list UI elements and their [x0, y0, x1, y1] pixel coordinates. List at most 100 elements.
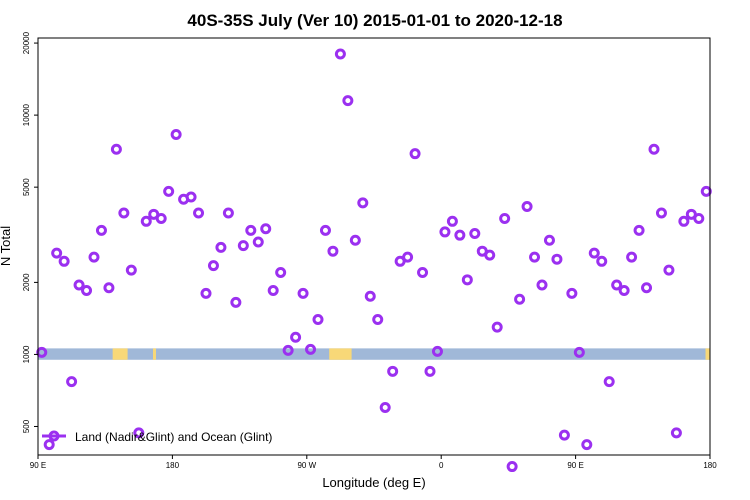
- y-tick-label: 1000: [22, 345, 31, 363]
- data-point: [484, 249, 496, 261]
- data-point: [588, 247, 600, 259]
- data-point: [573, 346, 585, 358]
- data-point: [66, 376, 78, 388]
- data-point: [237, 240, 249, 252]
- data-point: [222, 207, 234, 219]
- land-segment: [705, 348, 710, 360]
- data-point: [245, 224, 257, 236]
- legend-marker: [48, 430, 60, 442]
- data-point: [678, 215, 690, 227]
- data-point: [163, 185, 175, 197]
- y-tick-label: 20000: [22, 31, 31, 54]
- data-point: [379, 402, 391, 414]
- plot-frame: [37, 37, 711, 456]
- data-point: [312, 313, 324, 325]
- data-point: [110, 143, 122, 155]
- data-point: [230, 296, 242, 308]
- data-point: [252, 236, 264, 248]
- data-point: [431, 345, 443, 357]
- data-point: [260, 223, 272, 235]
- x-axis-label: Longitude (deg E): [322, 475, 425, 490]
- x-axis: 90 E 180 90 W 0 90 E 180: [30, 455, 717, 470]
- data-point: [95, 224, 107, 236]
- data-point: [536, 279, 548, 291]
- data-point: [514, 293, 526, 305]
- y-tick-label: 2000: [22, 273, 31, 291]
- data-point: [185, 191, 197, 203]
- data-point: [491, 321, 503, 333]
- data-point: [461, 274, 473, 286]
- data-point: [633, 224, 645, 236]
- data-point: [618, 284, 630, 296]
- ocean-band: [38, 348, 710, 360]
- data-point: [118, 207, 130, 219]
- data-point: [215, 241, 227, 253]
- data-point: [387, 365, 399, 377]
- data-point: [596, 255, 608, 267]
- data-point: [282, 344, 294, 356]
- x-tick-label: 180: [703, 461, 717, 470]
- data-point: [693, 212, 705, 224]
- x-tick-label: 0: [439, 461, 444, 470]
- data-point: [566, 287, 578, 299]
- x-tick-label: 90 E: [30, 461, 46, 470]
- data-point: [364, 290, 376, 302]
- data-point: [558, 429, 570, 441]
- data-point: [73, 279, 85, 291]
- x-tick-label: 90 W: [297, 461, 316, 470]
- data-point: [290, 331, 302, 343]
- data-point: [611, 279, 623, 291]
- data-point: [372, 313, 384, 325]
- data-point: [334, 48, 346, 60]
- data-point: [641, 282, 653, 294]
- land-segment: [152, 348, 156, 360]
- data-point: [319, 224, 331, 236]
- data-point: [506, 461, 518, 473]
- data-point: [499, 212, 511, 224]
- data-point: [297, 287, 309, 299]
- data-point: [133, 427, 145, 439]
- data-point: [275, 266, 287, 278]
- data-point: [521, 201, 533, 213]
- data-point: [409, 148, 421, 160]
- data-point: [103, 282, 115, 294]
- data-point: [81, 284, 93, 296]
- legend: Land (Nadir&Glint) and Ocean (Glint): [42, 430, 272, 444]
- chart-title: 40S-35S July (Ver 10) 2015-01-01 to 2020…: [187, 11, 562, 30]
- data-point: [43, 439, 55, 451]
- data-point: [655, 207, 667, 219]
- data-point: [88, 251, 100, 263]
- data-point: [51, 247, 63, 259]
- data-point: [267, 284, 279, 296]
- data-point: [140, 215, 152, 227]
- data-point: [648, 143, 660, 155]
- y-axis-label: N Total: [0, 226, 13, 266]
- data-point: [469, 228, 481, 240]
- data-point: [581, 439, 593, 451]
- y-tick-label: 500: [22, 419, 31, 433]
- data-points: [36, 48, 712, 473]
- data-point: [439, 226, 451, 238]
- y-tick-label: 5000: [22, 178, 31, 196]
- x-tick-label: 90 E: [567, 461, 583, 470]
- data-point: [155, 212, 167, 224]
- data-point: [670, 427, 682, 439]
- data-point: [207, 260, 219, 272]
- data-point: [626, 251, 638, 263]
- data-point: [417, 266, 429, 278]
- data-point: [663, 264, 675, 276]
- land-segment: [112, 348, 128, 360]
- data-point: [342, 95, 354, 107]
- y-axis: 500 1000 2000 5000 10000 20000: [22, 31, 38, 433]
- data-point: [58, 255, 70, 267]
- data-point: [529, 251, 541, 263]
- data-point: [551, 253, 563, 265]
- data-point: [402, 251, 414, 263]
- land-segment: [329, 348, 352, 360]
- data-point: [200, 287, 212, 299]
- reference-band: [38, 348, 710, 360]
- data-point: [357, 197, 369, 209]
- data-point: [170, 128, 182, 140]
- data-point: [454, 229, 466, 241]
